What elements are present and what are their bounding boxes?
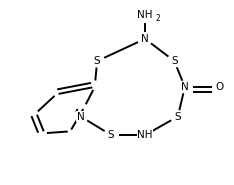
Text: NH: NH [137,130,153,140]
Text: 2: 2 [156,14,160,23]
Text: N: N [181,82,189,92]
Text: O: O [216,82,224,92]
Text: S: S [108,130,114,140]
Text: S: S [94,56,100,66]
Text: S: S [171,56,178,66]
Text: N: N [141,34,149,44]
Text: N: N [77,112,85,122]
Text: NH: NH [137,10,153,20]
Text: S: S [175,112,181,122]
